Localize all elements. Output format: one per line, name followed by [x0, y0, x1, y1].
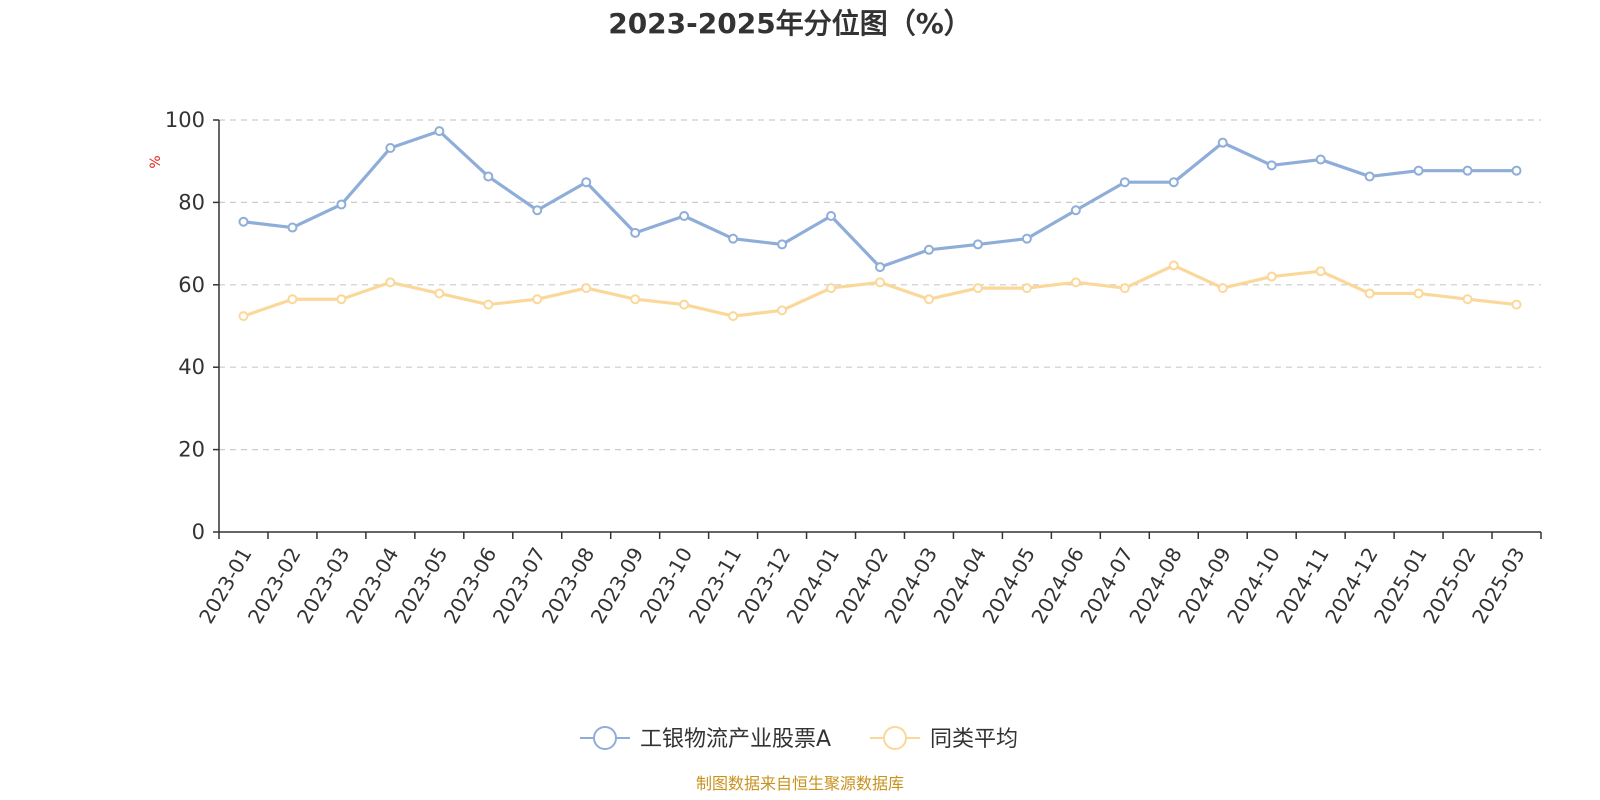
data-point — [630, 294, 641, 305]
data-point — [972, 283, 983, 294]
y-tick-label: 40 — [178, 355, 205, 379]
data-point — [1021, 233, 1032, 244]
series-line — [242, 263, 1517, 318]
data-point — [1119, 283, 1130, 294]
data-point — [1168, 177, 1179, 188]
data-point — [1462, 294, 1473, 305]
chart-title: 2023-2025年分位图（%） — [608, 7, 972, 40]
legend-label: 工银物流产业股票A — [640, 727, 831, 752]
data-point — [1217, 137, 1228, 148]
legend-marker — [593, 726, 617, 750]
data-point — [532, 294, 543, 305]
data-point — [777, 239, 788, 250]
y-tick-label: 20 — [178, 438, 205, 462]
y-tick-label: 80 — [178, 190, 205, 214]
legend-item[interactable]: 工银物流产业股票A — [580, 726, 831, 752]
data-point — [287, 222, 298, 233]
data-point — [581, 283, 592, 294]
series-lines — [238, 126, 1522, 322]
data-point — [1413, 288, 1424, 299]
axes — [213, 119, 1542, 539]
data-point — [1413, 165, 1424, 176]
data-point — [875, 277, 885, 288]
series-0 — [238, 126, 1522, 273]
data-point — [1364, 171, 1375, 182]
data-point — [1217, 283, 1228, 294]
data-point — [1266, 271, 1277, 282]
data-point — [728, 233, 739, 244]
data-point — [1070, 277, 1081, 288]
data-point — [1315, 154, 1326, 165]
data-point — [630, 227, 641, 238]
data-point — [875, 262, 885, 273]
data-point — [923, 244, 934, 255]
x-axis-ticks: 2023-012023-022023-032023-042023-052023-… — [194, 543, 1530, 627]
data-point — [336, 199, 347, 210]
y-tick-label: 100 — [165, 108, 205, 132]
data-point — [1021, 283, 1032, 294]
y-axis-unit-label: % — [148, 155, 164, 168]
data-point — [238, 311, 249, 322]
source-note: 制图数据来自恒生聚源数据库 — [696, 774, 904, 793]
data-point — [1070, 205, 1081, 216]
data-point — [923, 294, 934, 305]
data-point — [336, 294, 347, 305]
data-point — [728, 311, 739, 322]
data-point — [1168, 260, 1179, 271]
data-point — [385, 143, 396, 154]
legend[interactable]: 工银物流产业股票A 同类平均 — [580, 726, 1018, 752]
y-axis-ticks: 0 20 40 60 80 100 — [165, 108, 205, 544]
data-point — [385, 277, 396, 288]
data-point — [483, 299, 494, 310]
series-1 — [238, 260, 1522, 322]
data-point — [679, 299, 690, 310]
data-point — [826, 283, 837, 294]
data-point — [1364, 288, 1375, 299]
data-point — [826, 210, 837, 221]
legend-item[interactable]: 同类平均 — [870, 726, 1018, 752]
data-point — [1315, 266, 1326, 277]
data-point — [1511, 299, 1522, 310]
data-point — [1462, 165, 1473, 176]
data-point — [532, 205, 543, 216]
data-point — [287, 294, 298, 305]
data-point — [972, 239, 983, 250]
legend-marker — [883, 726, 907, 750]
data-point — [1511, 165, 1522, 176]
data-point — [434, 288, 445, 299]
y-tick-label: 0 — [192, 520, 205, 544]
data-point — [581, 177, 592, 188]
data-point — [434, 126, 445, 137]
y-tick-label: 60 — [178, 273, 205, 297]
legend-label: 同类平均 — [930, 727, 1018, 752]
data-point — [1119, 177, 1130, 188]
data-point — [1266, 160, 1277, 171]
data-point — [483, 171, 494, 182]
data-point — [238, 216, 249, 227]
data-point — [679, 210, 690, 221]
series-line — [243, 129, 1517, 269]
data-point — [777, 305, 788, 316]
